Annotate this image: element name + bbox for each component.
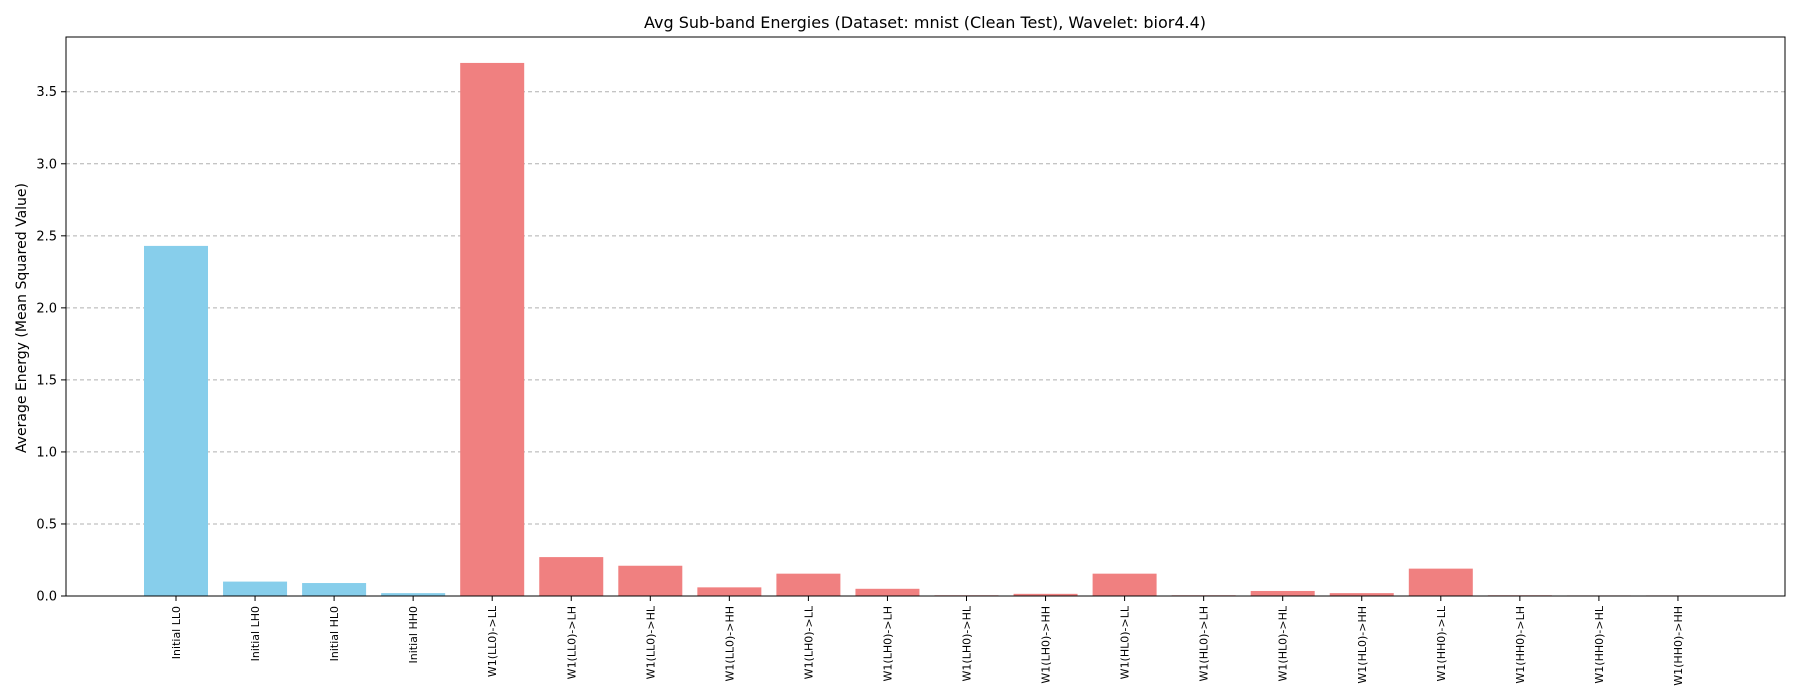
x-tick-label: W1(HL0)->HL xyxy=(1277,605,1290,681)
y-tick-label: 1.5 xyxy=(36,373,57,388)
x-axis-ticks: Initial LL0 Initial LH0 Initial HL0 Initial… xyxy=(170,596,1685,686)
bar xyxy=(776,573,841,596)
x-tick-label: Initial LH0 xyxy=(249,606,262,661)
x-tick-label: Initial HL0 xyxy=(328,606,341,661)
chart-title: Avg Sub-band Energies (Dataset: mnist (C… xyxy=(644,13,1206,32)
bar xyxy=(618,565,683,596)
x-tick-label: W1(LH0)->HH xyxy=(1040,606,1053,684)
x-tick-label: W1(LH0)->LH xyxy=(881,606,894,681)
x-tick-label: W1(LH0)->HL xyxy=(961,605,974,681)
x-tick-label: W1(LL0)->LL xyxy=(486,605,499,677)
bar xyxy=(855,588,920,596)
y-tick-label: 3.0 xyxy=(36,157,57,172)
bar xyxy=(460,62,525,597)
bar xyxy=(1408,568,1473,596)
x-tick-label: W1(HH0)->LL xyxy=(1435,605,1448,681)
y-axis-label: Average Energy (Mean Squared Value) xyxy=(14,183,30,453)
x-tick-label: W1(LL0)->LH xyxy=(565,606,578,679)
y-tick-label: 2.5 xyxy=(36,229,57,244)
bar xyxy=(1250,590,1315,596)
x-tick-label: W1(HL0)->HH xyxy=(1356,606,1369,684)
x-tick-label: Initial HH0 xyxy=(407,606,420,663)
y-tick-label: 0.0 xyxy=(36,590,57,605)
bar xyxy=(1013,593,1078,596)
x-tick-label: W1(HH0)->HH xyxy=(1672,606,1685,686)
y-tick-label: 1.0 xyxy=(36,445,57,460)
x-tick-label: Initial LL0 xyxy=(170,606,183,659)
bar xyxy=(697,587,762,596)
bar xyxy=(381,593,446,596)
y-axis-ticks: 0.0 0.5 1.0 1.5 2.0 2.5 3.0 3.5 xyxy=(36,85,66,605)
x-tick-label: W1(LL0)->HH xyxy=(723,606,736,681)
bar xyxy=(1092,573,1157,596)
y-tick-label: 0.5 xyxy=(36,517,57,532)
y-tick-label: 2.0 xyxy=(36,301,57,316)
bar xyxy=(223,581,288,596)
x-tick-label: W1(LL0)->HL xyxy=(644,605,657,679)
x-tick-label: W1(HL0)->LH xyxy=(1198,606,1211,681)
bar xyxy=(144,245,208,596)
x-tick-label: W1(HL0)->LL xyxy=(1119,605,1132,679)
grid-lines xyxy=(66,91,1785,525)
bar xyxy=(302,583,367,596)
bar xyxy=(1329,593,1394,596)
bar xyxy=(539,557,604,596)
x-tick-label: W1(HH0)->LH xyxy=(1514,606,1527,684)
bars xyxy=(144,62,1710,597)
x-tick-label: W1(LH0)->LL xyxy=(802,605,815,679)
x-tick-label: W1(HH0)->HL xyxy=(1593,605,1606,683)
y-tick-label: 3.5 xyxy=(36,85,57,100)
plot-frame xyxy=(65,36,1786,597)
